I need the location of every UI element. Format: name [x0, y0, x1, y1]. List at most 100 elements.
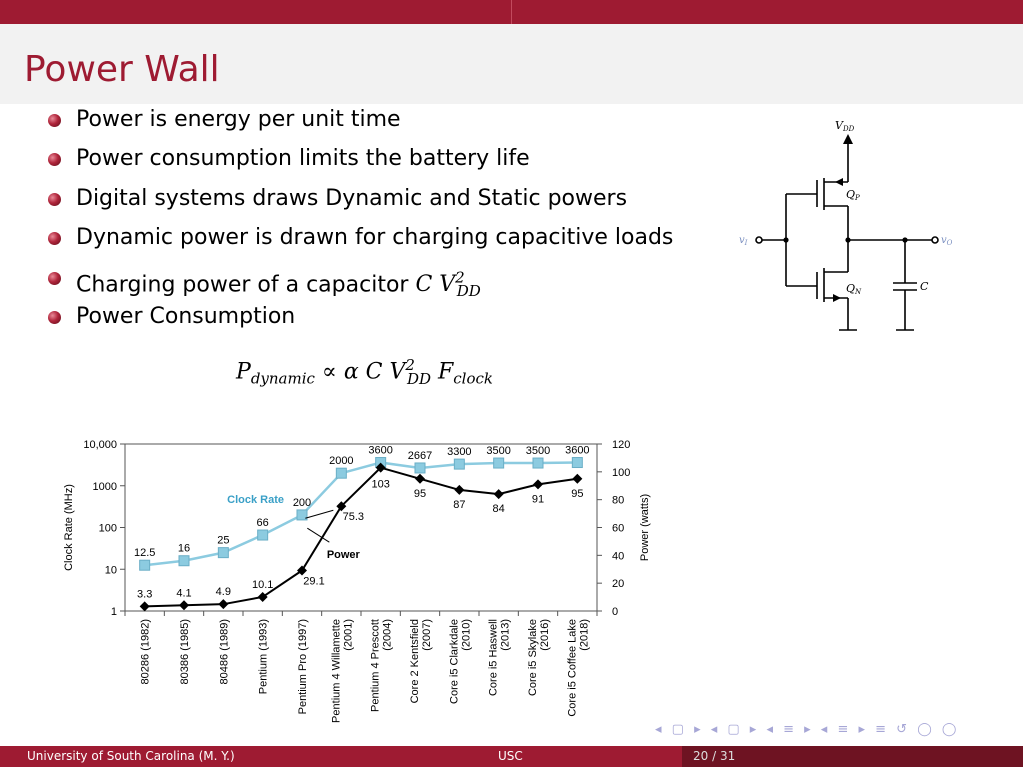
clock-rate-data-label: 200	[293, 497, 311, 509]
power-point	[336, 501, 347, 512]
power-point	[179, 600, 189, 611]
x-tick-label: Pentium 4 Willamette(2001)	[330, 619, 354, 723]
cmos-inverter-diagram: VDD QP QN C vI vO	[739, 119, 953, 331]
bullet-item: Power Consumption	[46, 301, 673, 340]
qn-label: QN	[846, 282, 862, 296]
bullet-icon	[48, 153, 61, 167]
x-tick-label: Pentium 4 Prescott(2004)	[370, 619, 394, 712]
footer-page-number: 20 / 31	[693, 749, 736, 763]
x-tick-label: Pentium (1993)	[258, 619, 270, 694]
dynamic-power-formula: Pdynamic ∝ α C V2DD Fclock	[236, 356, 493, 388]
clock-rate-point	[139, 559, 151, 571]
bullet-math: C V2DD	[415, 268, 481, 301]
x-tick-label: 80286 (1982)	[140, 619, 152, 684]
bullet-item: Power consumption limits the battery lif…	[46, 143, 673, 182]
x-tick-label: Core i5 Skylake(2016)	[527, 619, 551, 696]
clock-rate-point	[178, 555, 190, 567]
x-tick-label: 80486 (1989)	[218, 619, 230, 684]
clock-rate-point	[257, 529, 269, 541]
clock-rate-point	[217, 547, 229, 559]
y-right-tick-label: 40	[612, 550, 624, 562]
y-left-tick-label: 1	[111, 606, 117, 618]
x-tick-label: Core i5 Coffee Lake(2018)	[566, 619, 590, 717]
power-data-label: 3.3	[137, 588, 152, 600]
clock-rate-legend-label: Clock Rate	[227, 494, 284, 506]
y-right-tick-label: 100	[612, 467, 630, 479]
y-right-tick-label: 20	[612, 578, 624, 590]
clock-rate-data-label: 25	[217, 535, 229, 547]
clock-rate-data-label: 16	[178, 543, 190, 555]
power-point	[415, 473, 425, 484]
clock-rate-data-label: 12.5	[134, 547, 155, 559]
y-left-tick-label: 10,000	[83, 439, 117, 451]
power-data-label: 4.1	[176, 587, 191, 599]
footer-author: University of South Carolina (M. Y.)	[27, 749, 235, 763]
y-right-tick-label: 120	[612, 439, 630, 451]
power-data-label: 10.1	[252, 579, 273, 591]
power-callout-line	[305, 509, 334, 519]
vi-label: vI	[739, 235, 748, 247]
clock-rate-data-label: 2000	[329, 455, 353, 467]
bullet-icon	[48, 192, 61, 206]
bullet-item: Charging power of a capacitor C V2DD	[46, 262, 673, 301]
clock-rate-point	[532, 457, 544, 469]
power-series-line	[144, 466, 578, 608]
power-point	[257, 591, 268, 602]
y-left-tick-label: 1000	[93, 481, 117, 493]
power-data-label: 87	[453, 499, 465, 511]
slide-title: Power Wall	[24, 49, 220, 90]
power-point	[493, 489, 504, 500]
y-right-tick-label: 80	[612, 495, 624, 507]
clock-rate-point	[414, 462, 426, 474]
footer-bar: University of South Carolina (M. Y.) USC…	[0, 746, 1023, 767]
power-legend-label: Power	[327, 549, 361, 561]
power-data-label: 95	[571, 488, 583, 500]
power-data-label: 75.3	[343, 511, 364, 523]
bullet-item: Digital systems draws Dynamic and Static…	[46, 183, 673, 222]
y-left-tick-label: 10	[105, 564, 117, 576]
clock-rate-data-label: 3500	[486, 445, 510, 457]
clock-rate-point	[571, 457, 583, 469]
footer-page-bg	[682, 746, 1023, 767]
bullet-icon	[48, 271, 61, 285]
vo-label: vO	[941, 235, 953, 247]
top-header-bar	[0, 0, 1023, 24]
clock-rate-data-label: 2667	[408, 450, 432, 462]
y-left-tick-label: 100	[99, 523, 117, 535]
bullet-icon	[48, 114, 61, 127]
clock-rate-data-label: 3300	[447, 446, 471, 458]
bullet-icon	[48, 310, 61, 324]
power-point	[572, 473, 583, 484]
y-right-tick-label: 60	[612, 523, 624, 535]
x-tick-label: Core i5 Haswell(2013)	[488, 619, 512, 696]
power-data-label: 84	[493, 503, 505, 515]
capacitor-label: C	[920, 280, 929, 293]
beamer-navigation-icons[interactable]: ◂ ▢ ▸ ◂ ▢ ▸ ◂ ≡ ▸ ◂ ≡ ▸ ≡ ↺ ◯ ◯	[655, 722, 960, 737]
power-data-label: 91	[532, 493, 544, 505]
bullet-item: Dynamic power is drawn for charging capa…	[46, 222, 673, 261]
y-right-axis-title: Power (watts)	[639, 494, 651, 561]
power-callout-line	[307, 527, 330, 543]
bullet-icon	[48, 232, 61, 246]
power-point	[139, 601, 150, 612]
x-tick-label: 80386 (1985)	[179, 619, 191, 684]
clock-rate-point	[296, 509, 308, 521]
power-point	[454, 484, 465, 495]
clock-rate-point	[493, 457, 505, 469]
y-left-axis-title: Clock Rate (MHz)	[63, 484, 75, 571]
bullet-item: Power is energy per unit time	[46, 104, 673, 143]
clock-rate-data-label: 66	[257, 517, 269, 529]
power-point	[375, 462, 386, 473]
clock-rate-point	[335, 467, 347, 479]
clock-rate-series-line	[144, 461, 578, 567]
clock-rate-data-label: 3600	[368, 445, 392, 457]
y-right-tick-label: 0	[612, 606, 618, 618]
power-data-label: 103	[371, 479, 389, 491]
power-point	[297, 565, 307, 576]
footer-institution: USC	[498, 749, 523, 763]
x-tick-label: Pentium Pro (1997)	[297, 619, 309, 714]
title-bar	[0, 24, 1023, 104]
clock-rate-point	[453, 458, 465, 470]
clock-rate-data-label: 3600	[565, 445, 589, 457]
x-tick-label: Core i5 Clarkdale(2010)	[448, 619, 472, 704]
